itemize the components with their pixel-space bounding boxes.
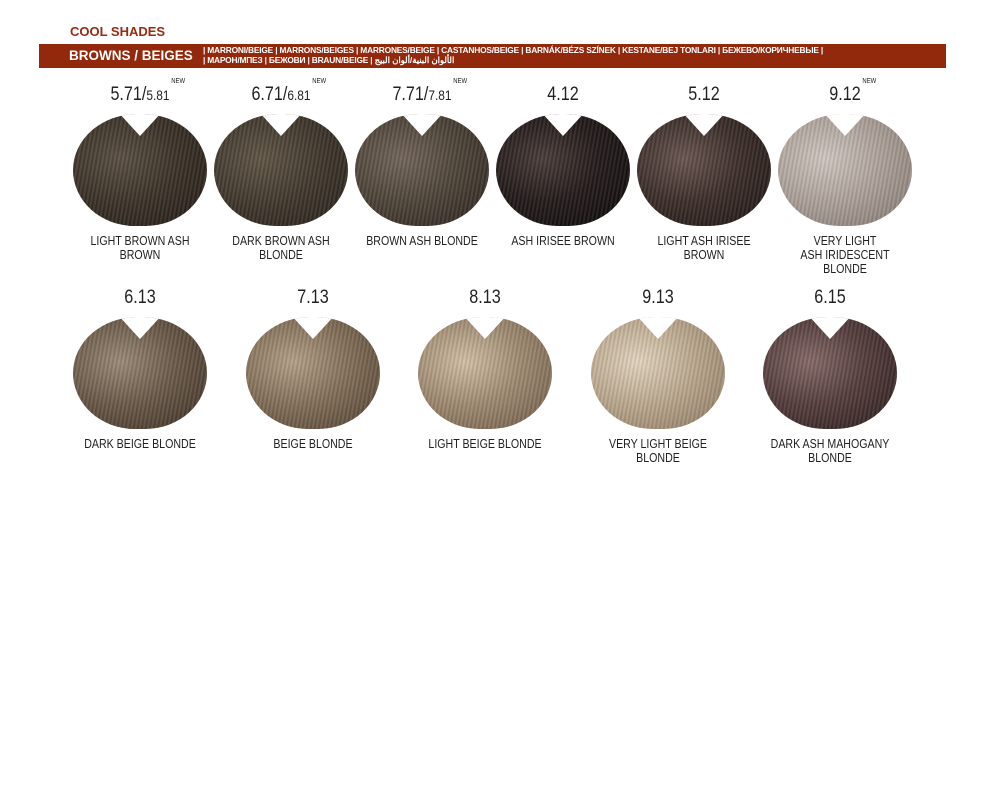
- shade-name-line: DARK BEIGE BLONDE: [84, 437, 196, 451]
- shade-name-line: DARK BROWN ASH BLONDE: [232, 234, 330, 262]
- new-badge: NEW: [171, 78, 186, 85]
- shade-code-main: 6.15: [814, 287, 846, 308]
- shade-name-line: LIGHT BEIGE BLONDE: [428, 437, 542, 451]
- shade-code: 5.71/5.81 NEW: [81, 78, 200, 110]
- shade-code-main: 5.12: [688, 84, 720, 105]
- shade-name-line: LIGHT BROWN ASH BROWN: [90, 234, 190, 262]
- shade-code: 9.13: [598, 287, 717, 313]
- section-title: COOL SHADES: [70, 24, 166, 39]
- shade-code-main: 7.71/: [392, 84, 429, 105]
- shade-name: DARK BEIGE BLONDE: [81, 437, 200, 451]
- hair-swatch-image: [73, 317, 207, 429]
- shade-name-line: DARK ASH MAHOGANY BLONDE: [770, 437, 890, 465]
- hair-swatch-image: [418, 317, 552, 429]
- hair-swatch-image: [763, 317, 897, 429]
- shade-swatch: 9.12 NEW VERY LIGHT ASH IRIDESCENT BLONDE: [775, 78, 915, 276]
- shade-swatch: 5.12 LIGHT ASH IRISEE BROWN: [634, 84, 774, 262]
- translations-line-1: | MARRONI/BEIGE | MARRONS/BEIGES | MARRO…: [203, 45, 824, 55]
- shade-swatch: 7.13 BEIGE BLONDE: [243, 287, 383, 451]
- shade-code-main: 6.13: [124, 287, 156, 308]
- new-badge: NEW: [312, 78, 327, 85]
- shade-swatch: 8.13 LIGHT BEIGE BLONDE: [415, 287, 555, 451]
- shade-code: 6.71/6.81 NEW: [222, 78, 341, 110]
- shade-code-alt: 7.81: [428, 87, 452, 103]
- new-badge: NEW: [862, 78, 877, 85]
- hair-swatch-image: [355, 114, 489, 226]
- shade-code-main: 6.71/: [251, 84, 288, 105]
- shade-name: VERY LIGHT BEIGE BLONDE: [598, 437, 717, 465]
- shade-code-alt: 5.81: [146, 87, 170, 103]
- shade-name-line: ASH IRIDESCENT BLONDE: [800, 248, 890, 276]
- shade-code-main: 7.13: [296, 287, 329, 308]
- shade-code: 5.12: [645, 84, 764, 110]
- shade-name: DARK ASH MAHOGANY BLONDE: [771, 437, 890, 465]
- hair-swatch-image: [637, 114, 771, 226]
- shade-swatch: 6.13 DARK BEIGE BLONDE: [70, 287, 210, 451]
- shade-code: 9.12 NEW: [786, 78, 905, 110]
- shade-name: LIGHT BEIGE BLONDE: [426, 437, 545, 451]
- shade-name: ASH IRISEE BROWN: [504, 234, 623, 248]
- shade-code: 6.15: [771, 287, 890, 313]
- shade-swatch: 7.71/7.81 NEW BROWN ASH BLONDE: [352, 78, 492, 248]
- hair-swatch-image: [73, 114, 207, 226]
- shade-code: 7.13: [253, 287, 372, 313]
- hair-swatch-image: [778, 114, 912, 226]
- new-badge: NEW: [453, 78, 468, 85]
- shade-code: 6.13: [81, 287, 200, 313]
- shade-name-line: LIGHT ASH IRISEE BROWN: [657, 234, 751, 262]
- shade-code-main: 5.71/: [110, 84, 147, 105]
- shade-code-alt: 6.81: [287, 87, 311, 103]
- shade-name: LIGHT BROWN ASH BROWN: [81, 234, 200, 262]
- translations-line-2: | МАРОН/МПЕЗ | БЕЖОВИ | BRAUN/BEIGE | ال…: [203, 55, 455, 65]
- shade-code: 8.13: [426, 287, 545, 313]
- shade-name: LIGHT ASH IRISEE BROWN: [645, 234, 764, 262]
- shade-name-line: ASH IRISEE BROWN: [511, 234, 615, 248]
- shade-swatch: 4.12 ASH IRISEE BROWN: [493, 84, 633, 248]
- shade-name: BEIGE BLONDE: [253, 437, 372, 451]
- shade-code-main: 8.13: [469, 287, 501, 308]
- shade-name: DARK BROWN ASH BLONDE: [222, 234, 341, 262]
- category-title: BROWNS / BEIGES: [69, 48, 193, 63]
- shade-name-line: VERY LIGHT BEIGE BLONDE: [608, 437, 707, 465]
- shade-swatch: 5.71/5.81 NEW LIGHT BROWN ASH BROWN: [70, 78, 210, 262]
- shade-name-line: VERY LIGHT: [813, 234, 877, 248]
- shade-code-main: 9.12: [829, 84, 861, 105]
- shade-code-main: 9.13: [641, 287, 674, 308]
- category-bar: BROWNS / BEIGES | MARRONI/BEIGE | MARRON…: [39, 44, 946, 68]
- hair-swatch-image: [496, 114, 630, 226]
- shade-name-line: BEIGE BLONDE: [272, 437, 353, 451]
- category-translations: | MARRONI/BEIGE | MARRONS/BEIGES | MARRO…: [203, 45, 823, 65]
- shade-name: BROWN ASH BLONDE: [363, 234, 482, 248]
- shade-swatch: 6.15 DARK ASH MAHOGANY BLONDE: [760, 287, 900, 465]
- shade-name-line: BROWN ASH BLONDE: [366, 234, 478, 248]
- shade-name: VERY LIGHT ASH IRIDESCENT BLONDE: [786, 234, 905, 276]
- shade-swatch: 6.71/6.81 NEW DARK BROWN ASH BLONDE: [211, 78, 351, 262]
- hair-swatch-image: [214, 114, 348, 226]
- hair-swatch-image: [590, 317, 725, 429]
- shade-swatch: 9.13 VERY LIGHT BEIGE BLONDE: [588, 287, 728, 465]
- shade-code: 7.71/7.81 NEW: [363, 78, 482, 110]
- shade-code-main: 4.12: [547, 84, 579, 105]
- shade-code: 4.12: [504, 84, 623, 110]
- hair-swatch-image: [245, 317, 380, 429]
